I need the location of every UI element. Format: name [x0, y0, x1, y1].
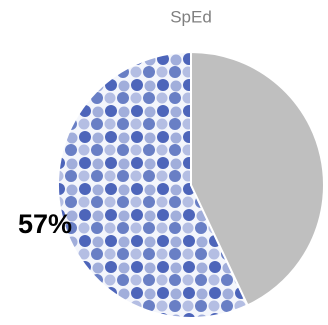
pie-slice: [57, 50, 249, 319]
pie-slice: [190, 50, 325, 307]
data-label: 57%: [18, 209, 72, 239]
chart-title: SpEd: [170, 7, 212, 26]
